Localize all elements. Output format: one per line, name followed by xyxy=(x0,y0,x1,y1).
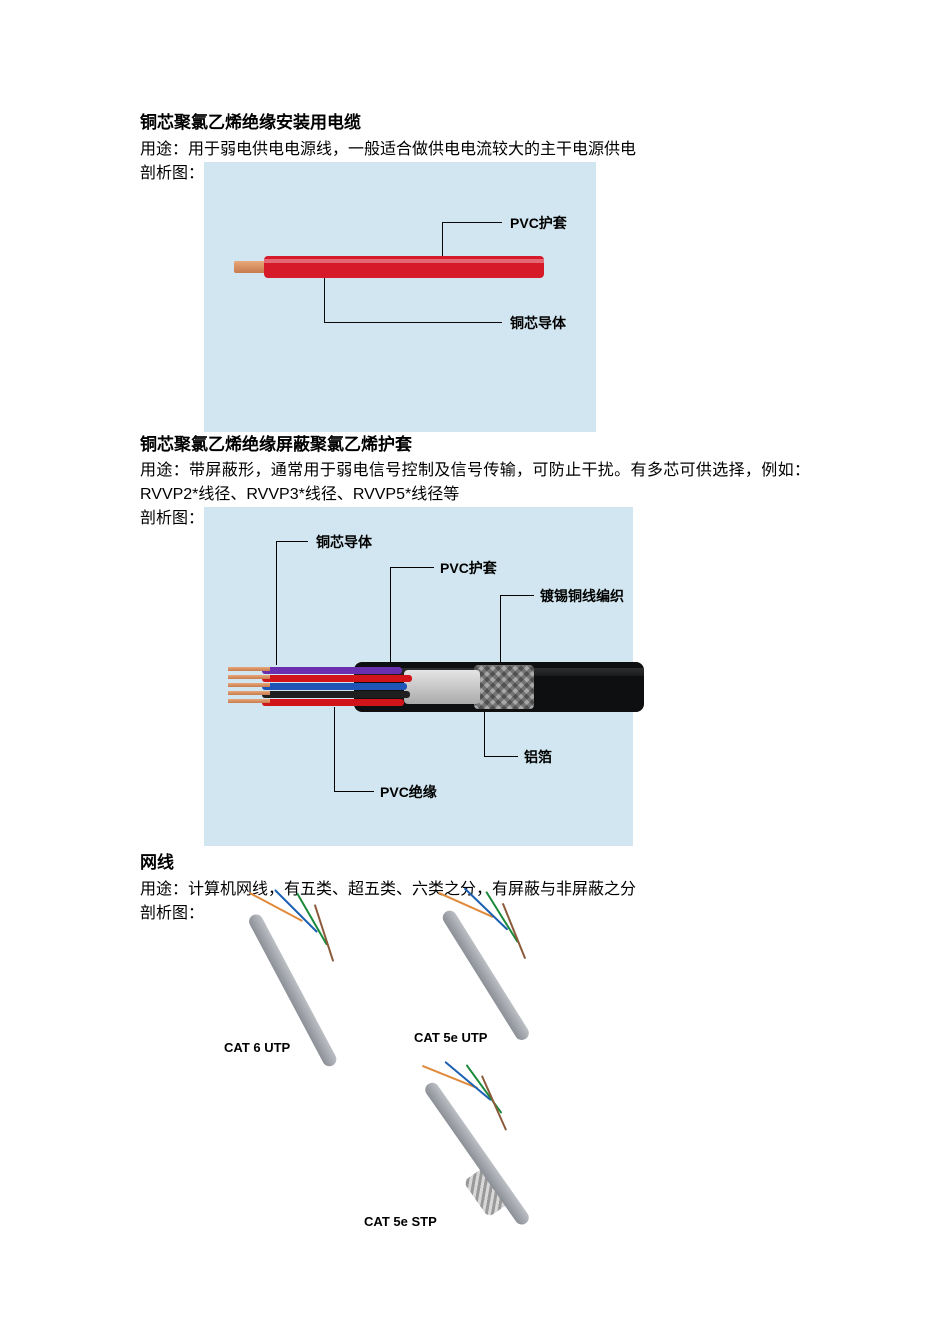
cat5e-stp-cable xyxy=(423,1080,532,1227)
label-cat5e-stp: CAT 5e STP xyxy=(364,1214,437,1229)
pvc-jacket-shape xyxy=(264,256,544,278)
section1-title: 铜芯聚氯乙烯绝缘安装用电缆 xyxy=(140,110,810,136)
section1-usage: 用途：用于弱电供电电源线，一般适合做供电电流较大的主干电源供电 xyxy=(140,138,810,162)
cable-diagram-2: 铜芯导体 PVC护套 镀锡铜线编织 xyxy=(204,507,633,846)
section2-diagram-row: 剖析图： 铜芯导体 PVC护套 镀锡铜线编织 xyxy=(140,507,810,846)
label-aluminum-foil: 铝箔 xyxy=(524,747,552,767)
label-pvc-sheath: PVC护套 xyxy=(510,213,567,233)
document-page: 铜芯聚氯乙烯绝缘安装用电缆 用途：用于弱电供电电源线，一般适合做供电电流较大的主… xyxy=(0,0,950,1277)
braid-shape xyxy=(474,665,534,709)
label-cat6-utp: CAT 6 UTP xyxy=(224,1040,290,1055)
label-copper-conductor: 铜芯导体 xyxy=(510,313,566,333)
label-tinned-braid: 镀锡铜线编织 xyxy=(540,586,624,606)
section1-diagram-prefix: 剖析图： xyxy=(140,162,204,186)
section2-title: 铜芯聚氯乙烯绝缘屏蔽聚氯乙烯护套 xyxy=(140,432,810,458)
copper-strand-shape xyxy=(228,667,270,671)
section2-diagram-prefix: 剖析图： xyxy=(140,507,204,531)
label-copper-conductor-2: 铜芯导体 xyxy=(316,532,372,552)
section1-diagram-row: 剖析图： PVC护套 铜芯导体 xyxy=(140,162,810,432)
cable-diagram-1: PVC护套 铜芯导体 xyxy=(204,162,596,432)
section3-title: 网线 xyxy=(140,850,810,876)
cat5e-utp-cable xyxy=(440,908,531,1043)
label-pvc-sheath-2: PVC护套 xyxy=(440,558,497,578)
label-cat5e-utp: CAT 5e UTP xyxy=(414,1030,487,1045)
label-pvc-insulation: PVC绝缘 xyxy=(380,782,437,802)
network-cable-diagram: CAT 6 UTP CAT 5e UTP CAT 5e STP xyxy=(204,902,572,1237)
foil-shape xyxy=(404,670,480,704)
section2-usage: 用途：带屏蔽形，通常用于弱电信号控制及信号传输，可防止干扰。有多芯可供选择，例如… xyxy=(140,459,810,507)
section3-diagram-prefix: 剖析图： xyxy=(140,902,204,926)
inner-wires-group xyxy=(262,665,412,709)
section3-diagram-row: 剖析图： CAT 6 UTP CAT 5e UTP CAT 5e STP xyxy=(140,902,810,1237)
